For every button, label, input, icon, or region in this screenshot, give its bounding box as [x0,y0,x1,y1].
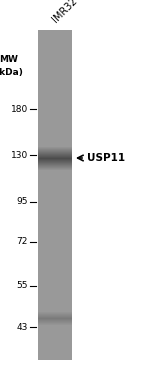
Text: 55: 55 [16,282,28,291]
Text: MW: MW [0,56,18,65]
Text: 72: 72 [17,238,28,247]
Text: 95: 95 [16,197,28,206]
Text: 180: 180 [11,105,28,114]
Text: 130: 130 [11,150,28,159]
Text: IMR32: IMR32 [50,0,79,24]
Text: USP11: USP11 [87,153,125,163]
Text: 43: 43 [17,323,28,332]
Text: (kDa): (kDa) [0,68,23,76]
